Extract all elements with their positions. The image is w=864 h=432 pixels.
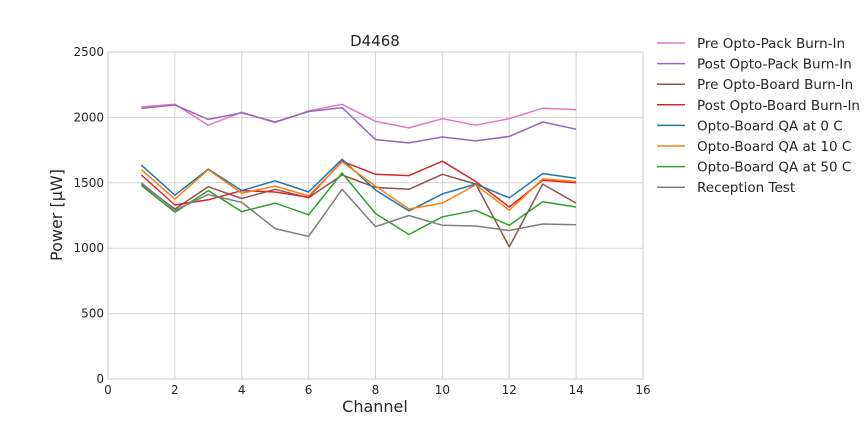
x-tick-label: 10 [435,383,450,397]
x-tick-label: 16 [635,383,650,397]
legend-label: Reception Test [697,180,795,196]
legend: Pre Opto-Pack Burn-In Post Opto-Pack Burn… [657,36,860,196]
x-tick-label: 0 [104,383,112,397]
series-line-7 [140,182,577,238]
legend-item: Opto-Board QA at 0 C [657,118,843,134]
y-axis-label: Power [μW] [47,169,66,261]
x-tick-label: 6 [305,383,313,397]
legend-label: Post Opto-Board Burn-In [697,98,860,114]
legend-item: Post Opto-Pack Burn-In [657,57,852,73]
legend-item: Post Opto-Board Burn-In [657,98,860,114]
plot-frame [107,51,644,380]
legend-item: Opto-Board QA at 50 C [657,160,851,176]
series-line-0 [141,103,577,129]
y-tick-label: 1000 [73,241,104,255]
chart-title: D4468 [350,32,400,50]
y-tick-label: 2000 [73,110,104,124]
series-line-5 [140,161,577,212]
axes-layer: 0 2 4 6 8 10 12 14 16 0 500 1000 1500 2000 2500 [73,45,650,397]
legend-label: Pre Opto-Board Burn-In [697,77,853,93]
legend-item: Pre Opto-Board Burn-In [657,77,853,93]
y-tick-label: 2500 [73,45,104,59]
y-tick-label: 1500 [73,176,104,190]
x-tick-label: 12 [502,383,517,397]
legend-item: Pre Opto-Pack Burn-In [657,36,845,52]
x-tick-label: 14 [568,383,583,397]
legend-item: Reception Test [657,180,795,196]
legend-label: Opto-Board QA at 0 C [697,118,843,134]
x-tick-label: 4 [238,383,246,397]
legend-label: Post Opto-Pack Burn-In [697,57,852,73]
series-line-6 [140,172,577,236]
series-line-1 [141,104,577,144]
legend-label: Pre Opto-Pack Burn-In [697,36,845,52]
legend-label: Opto-Board QA at 10 C [697,139,851,155]
legend-label: Opto-Board QA at 50 C [697,160,851,176]
y-tick-label: 0 [96,372,104,386]
series-line-3 [140,160,577,208]
legend-item: Opto-Board QA at 10 C [657,139,851,155]
y-tick-label: 500 [81,307,104,321]
x-tick-label: 2 [171,383,179,397]
series-layer [140,103,577,248]
x-tick-label: 8 [372,383,380,397]
series-line-2 [140,173,577,248]
x-axis-label: Channel [342,397,408,416]
